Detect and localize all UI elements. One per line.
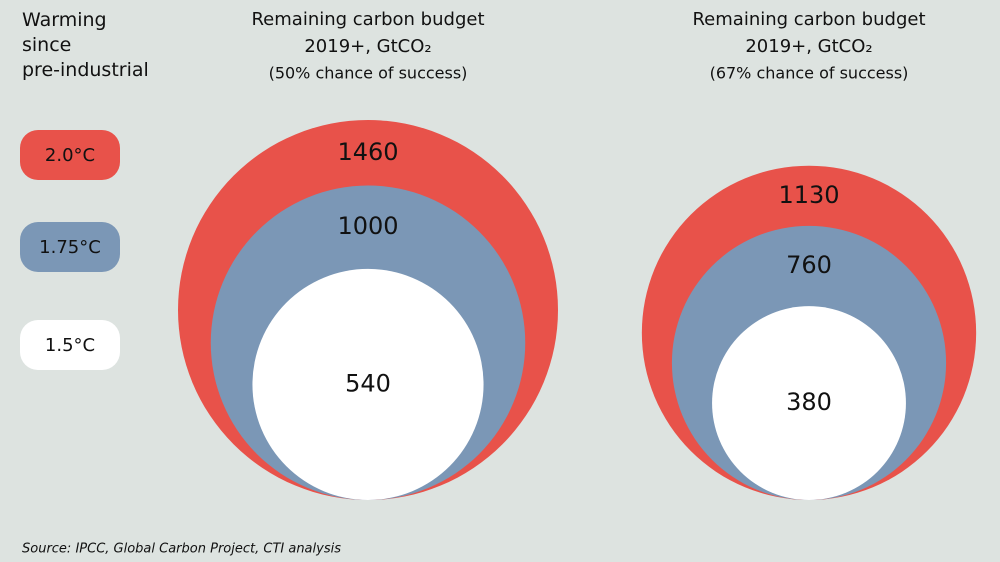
panel-title: Remaining carbon budget bbox=[251, 9, 484, 30]
value-label: 1130 bbox=[778, 181, 839, 209]
budget-circle bbox=[252, 268, 484, 500]
legend-title: Warming since pre-industrial bbox=[22, 9, 149, 81]
panel-subtitle: (67% chance of success) bbox=[710, 64, 909, 83]
legend-label: 2.0°C bbox=[45, 145, 95, 166]
value-label: 540 bbox=[345, 369, 391, 397]
legend-label: 1.75°C bbox=[39, 237, 101, 258]
value-label: 760 bbox=[786, 251, 832, 279]
legend-swatch bbox=[20, 222, 120, 272]
legend-label: 1.5°C bbox=[45, 335, 95, 356]
panel-title: 2019+, GtCO₂ bbox=[745, 36, 872, 57]
value-label: 380 bbox=[786, 388, 832, 416]
legend-swatch bbox=[20, 130, 120, 180]
panel-title: Remaining carbon budget bbox=[692, 9, 925, 30]
source: Source: IPCC, Global Carbon Project, CTI… bbox=[22, 542, 341, 557]
panel-title: 2019+, GtCO₂ bbox=[304, 36, 431, 57]
value-label: 1460 bbox=[337, 138, 398, 166]
budget-circle bbox=[712, 306, 906, 500]
panel-subtitle: (50% chance of success) bbox=[269, 64, 468, 83]
value-label: 1000 bbox=[337, 212, 398, 240]
legend-swatch bbox=[20, 320, 120, 370]
